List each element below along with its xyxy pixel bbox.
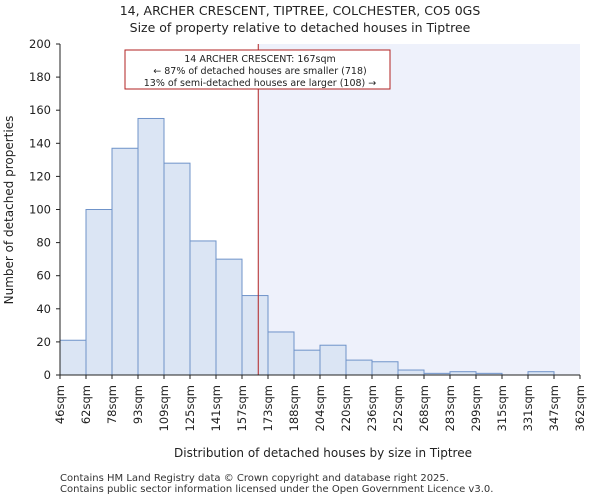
x-tick-label: 252sqm bbox=[391, 385, 405, 431]
y-tick-label: 40 bbox=[36, 302, 51, 316]
footer-line-2: Contains public sector information licen… bbox=[60, 484, 494, 495]
bar bbox=[215, 258, 243, 376]
bar bbox=[163, 162, 191, 376]
bar bbox=[137, 117, 165, 376]
x-tick-label: 173sqm bbox=[261, 385, 275, 431]
annotation-box bbox=[124, 49, 391, 90]
y-tick-label: 20 bbox=[36, 335, 51, 349]
x-tick-label: 315sqm bbox=[495, 385, 509, 431]
bar bbox=[319, 344, 347, 376]
bar bbox=[397, 369, 425, 376]
x-axis-label: Distribution of detached houses by size … bbox=[174, 446, 472, 460]
x-tick-label: 220sqm bbox=[339, 385, 353, 431]
x-ticks: 46sqm 62sqm 78sqm 93sqm 109sqm 125sqm 141sqm 15… bbox=[53, 375, 587, 431]
x-tick-label: 347sqm bbox=[547, 385, 561, 431]
bar bbox=[59, 339, 87, 376]
y-tick-label: 180 bbox=[29, 70, 51, 84]
y-tick-label: 120 bbox=[29, 169, 51, 183]
y-axis-label: Number of detached properties bbox=[2, 116, 16, 305]
x-tick-label: 268sqm bbox=[417, 385, 431, 431]
y-ticks: 0 20 40 60 80 100 120 140 160 180 200 bbox=[29, 37, 60, 382]
marker-annotation: 14 ARCHER CRESCENT: 167sqm ← 87% of deta… bbox=[124, 49, 391, 90]
x-tick-label: 331sqm bbox=[521, 385, 535, 431]
annotation-line-1: 14 ARCHER CRESCENT: 167sqm bbox=[184, 54, 336, 65]
bar bbox=[241, 295, 269, 376]
annotation-line-2: ← 87% of detached houses are smaller (71… bbox=[153, 66, 366, 77]
x-tick-label: 188sqm bbox=[287, 385, 301, 431]
bar bbox=[293, 349, 321, 376]
x-tick-label: 141sqm bbox=[209, 385, 223, 431]
y-tick-label: 140 bbox=[29, 136, 51, 150]
x-tick-label: 125sqm bbox=[183, 385, 197, 431]
y-tick-label: 0 bbox=[44, 368, 51, 382]
x-tick-label: 46sqm bbox=[53, 385, 67, 424]
y-tick-label: 100 bbox=[29, 203, 51, 217]
footer-line-1: Contains HM Land Registry data © Crown c… bbox=[60, 473, 449, 484]
chart-title: 14, ARCHER CRESCENT, TIPTREE, COLCHESTER… bbox=[120, 3, 481, 18]
x-tick-label: 236sqm bbox=[365, 385, 379, 431]
bar bbox=[345, 359, 373, 376]
x-tick-label: 299sqm bbox=[469, 385, 483, 431]
highlight-region bbox=[258, 44, 580, 375]
y-tick-label: 160 bbox=[29, 103, 51, 117]
x-tick-label: 283sqm bbox=[443, 385, 457, 431]
y-tick-label: 80 bbox=[36, 236, 51, 250]
x-tick-label: 78sqm bbox=[105, 385, 119, 424]
bars-group bbox=[59, 117, 555, 376]
bar bbox=[111, 147, 139, 376]
chart-subtitle: Size of property relative to detached ho… bbox=[130, 20, 471, 35]
x-tick-label: 157sqm bbox=[235, 385, 249, 431]
bar bbox=[371, 361, 399, 376]
y-tick-label: 200 bbox=[29, 37, 51, 51]
bar bbox=[267, 331, 295, 376]
bar bbox=[189, 240, 217, 376]
x-tick-label: 109sqm bbox=[157, 385, 171, 431]
x-tick-label: 362sqm bbox=[573, 385, 587, 431]
bar bbox=[85, 209, 113, 376]
x-tick-label: 62sqm bbox=[79, 385, 93, 424]
x-tick-label: 204sqm bbox=[313, 385, 327, 431]
annotation-line-3: 13% of semi-detached houses are larger (… bbox=[144, 78, 377, 89]
x-tick-label: 93sqm bbox=[131, 385, 145, 424]
y-tick-label: 60 bbox=[36, 269, 51, 283]
